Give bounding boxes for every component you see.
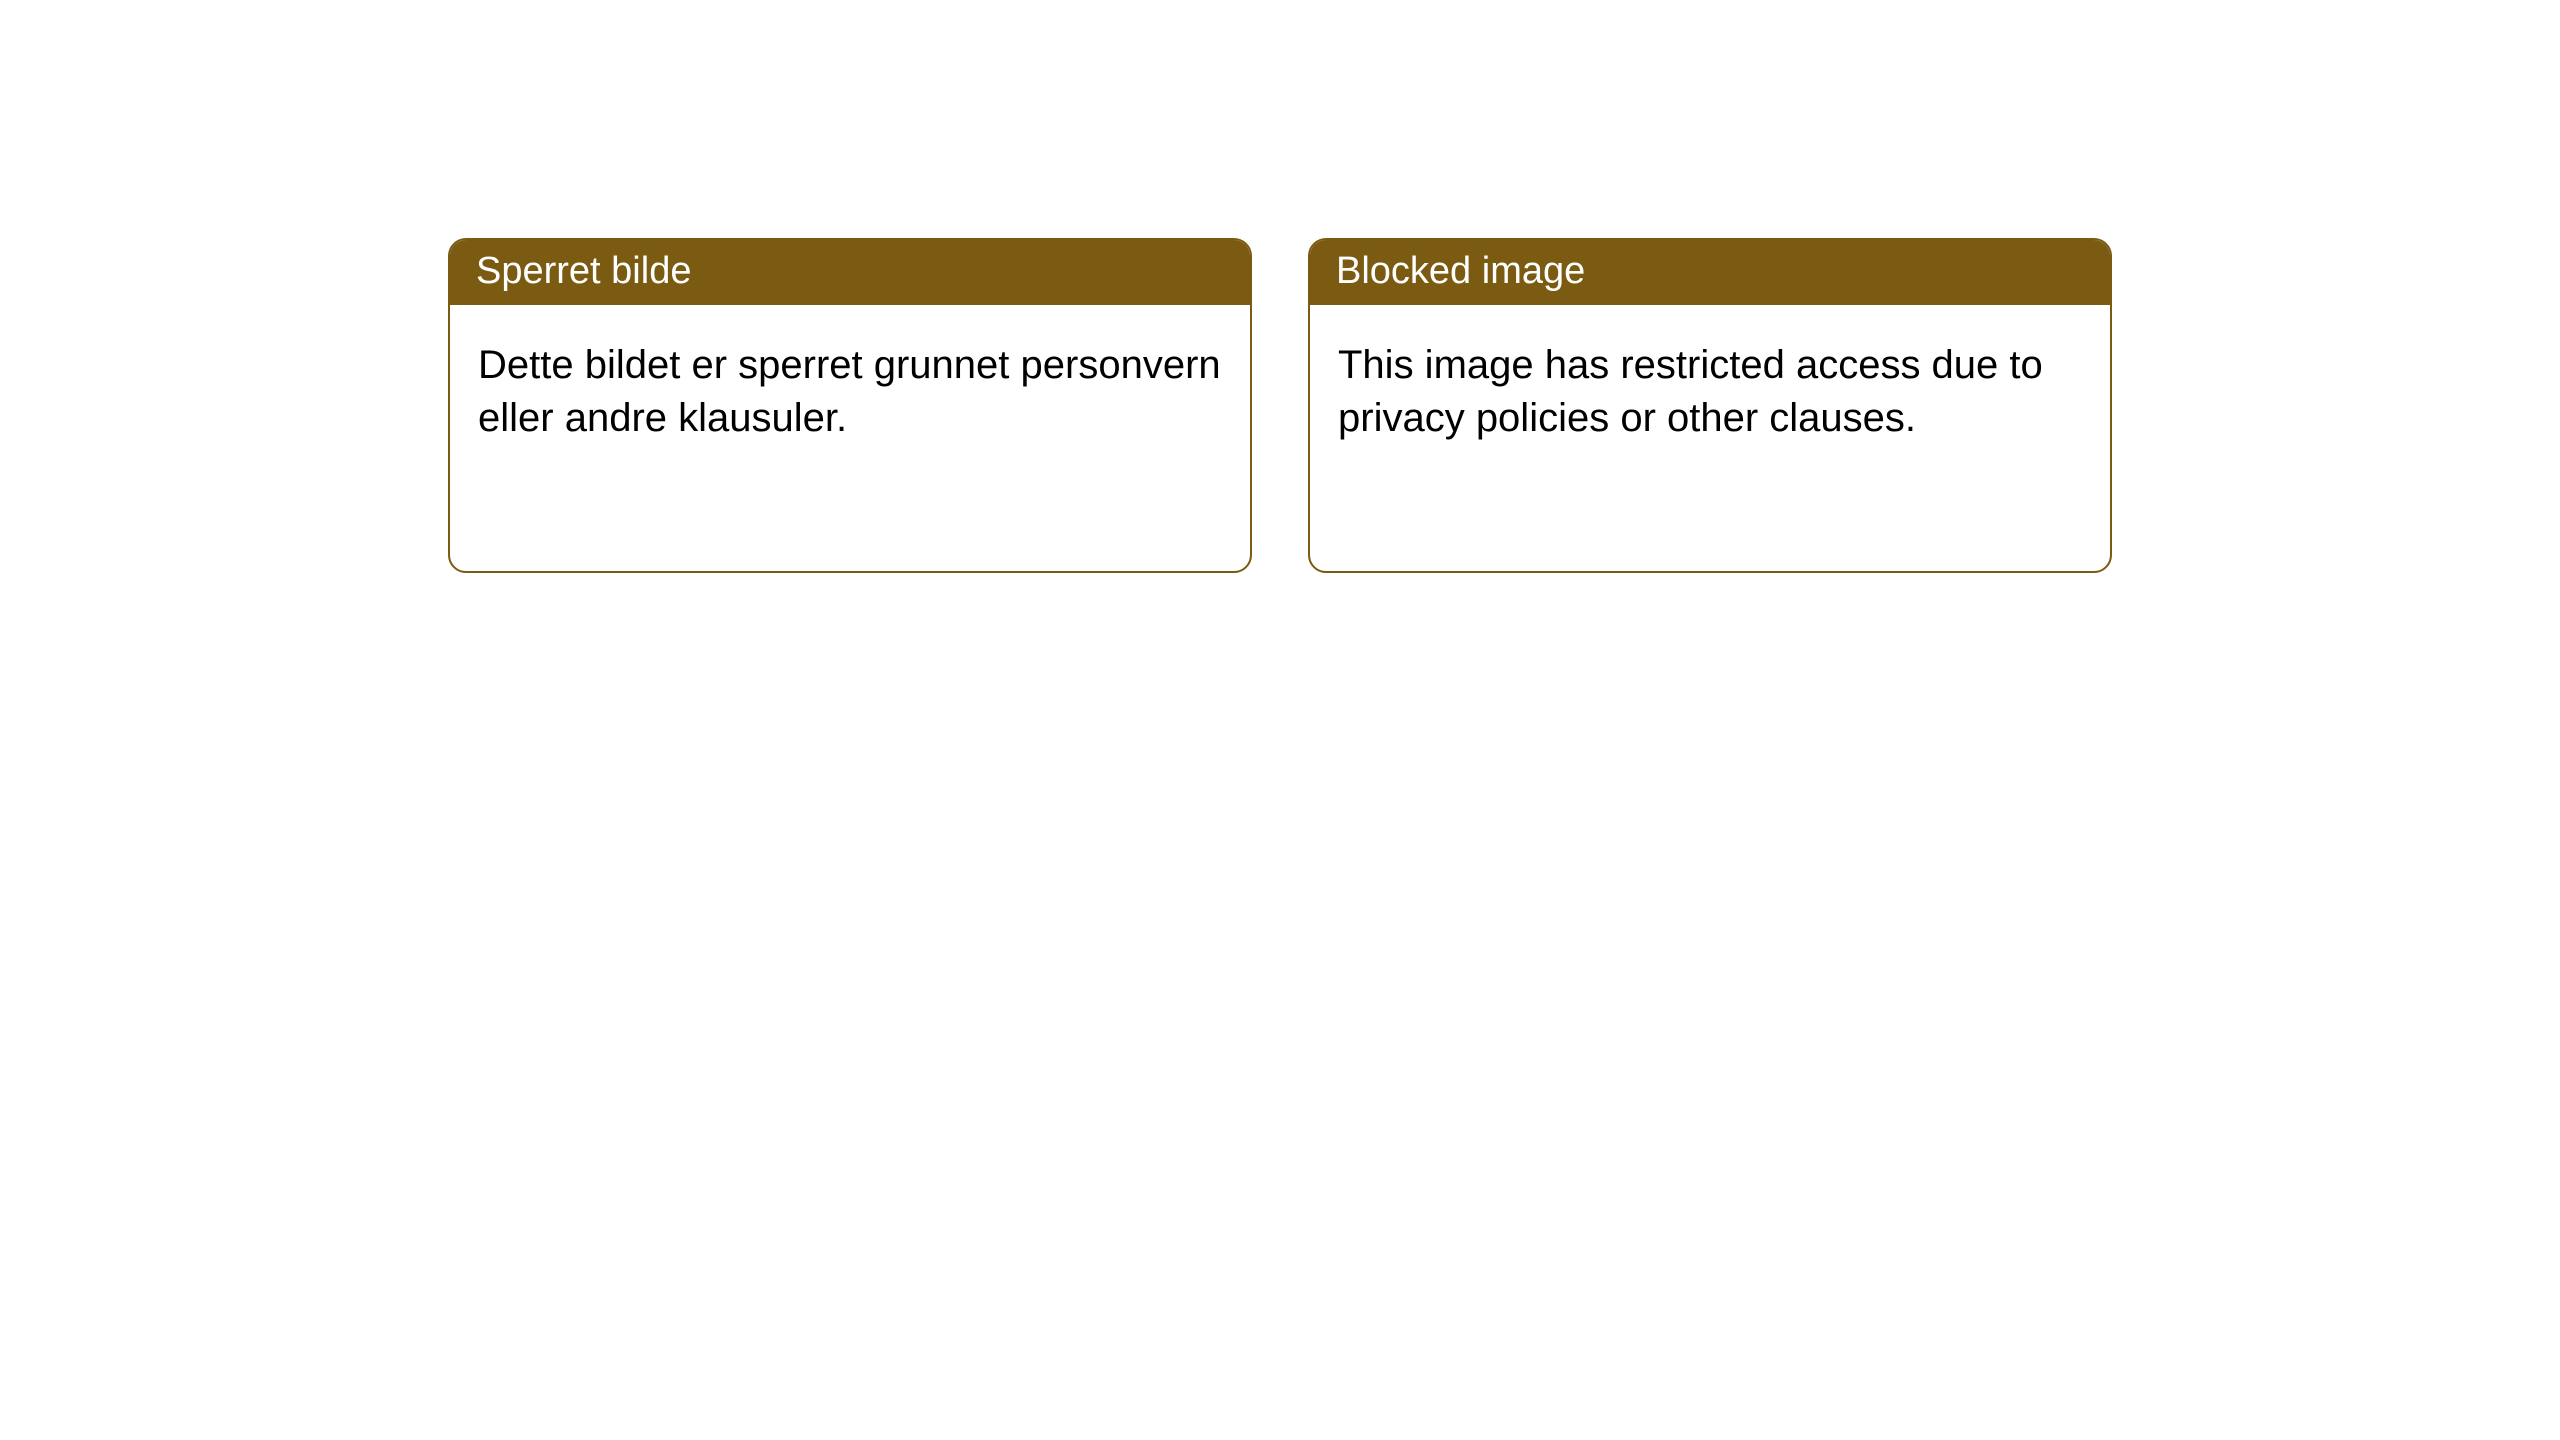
notice-card-header: Blocked image [1310,240,2110,305]
notice-title: Blocked image [1336,250,1585,292]
notice-card-norwegian: Sperret bilde Dette bildet er sperret gr… [448,238,1252,573]
notice-title: Sperret bilde [476,250,691,292]
notice-card-english: Blocked image This image has restricted … [1308,238,2112,573]
notice-body-text: This image has restricted access due to … [1338,343,2043,440]
notice-card-body: This image has restricted access due to … [1310,305,2110,479]
notice-container: Sperret bilde Dette bildet er sperret gr… [0,0,2560,573]
notice-card-header: Sperret bilde [450,240,1250,305]
notice-card-body: Dette bildet er sperret grunnet personve… [450,305,1250,479]
notice-body-text: Dette bildet er sperret grunnet personve… [478,343,1221,440]
